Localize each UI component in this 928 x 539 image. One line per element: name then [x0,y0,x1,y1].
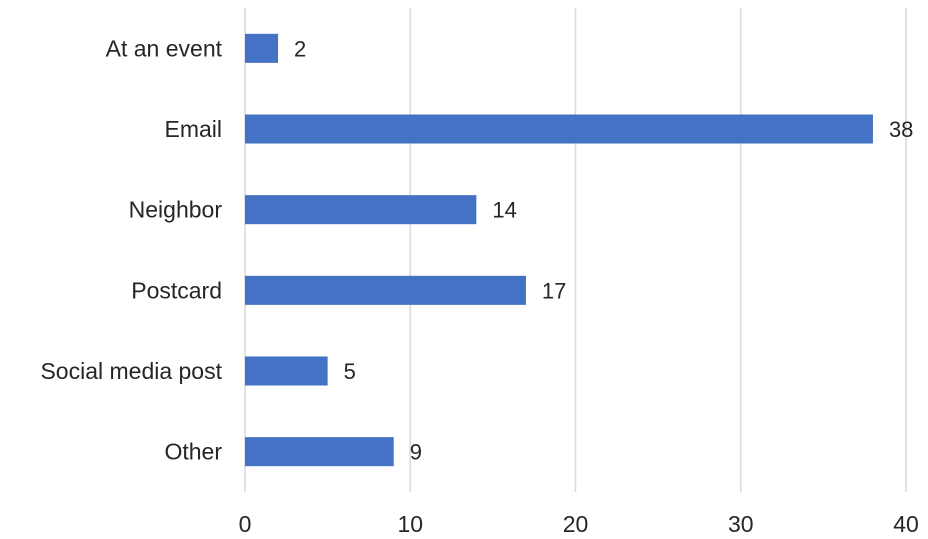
x-tick-label: 40 [893,511,919,537]
data-label: 9 [410,440,422,465]
category-label: Other [164,439,222,465]
bar [245,356,328,385]
gridlines [245,8,906,492]
data-label: 5 [344,359,356,384]
data-label: 14 [492,198,516,223]
category-label: Postcard [131,277,222,303]
x-tick-label: 10 [397,511,423,537]
category-label: Email [164,116,222,142]
bar [245,114,873,143]
data-label: 17 [542,278,566,303]
bar [245,276,526,305]
data-label: 38 [889,117,913,142]
data-label: 2 [294,36,306,61]
x-tick-label: 30 [728,511,754,537]
category-label: At an event [106,35,223,61]
x-tick-label: 20 [563,511,589,537]
category-label: Social media post [40,358,222,384]
bar [245,437,394,466]
bar [245,195,476,224]
bars [245,34,873,466]
category-label: Neighbor [129,197,223,223]
x-tick-label: 0 [239,511,252,537]
bar [245,34,278,63]
